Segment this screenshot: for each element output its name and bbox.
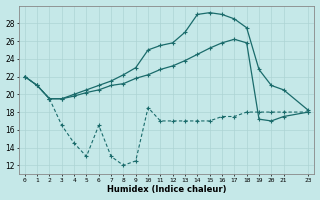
X-axis label: Humidex (Indice chaleur): Humidex (Indice chaleur) xyxy=(107,185,226,194)
